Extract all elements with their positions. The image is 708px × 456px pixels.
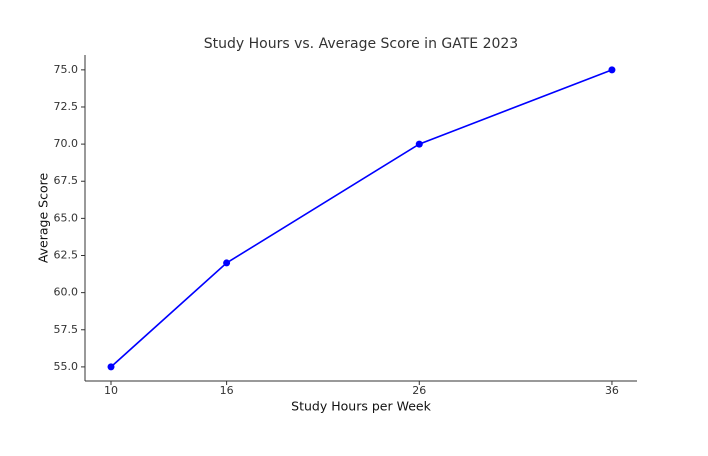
y-tick-label: 70.0 [54, 137, 79, 150]
y-tick-label: 67.5 [54, 174, 79, 187]
x-tick-label: 16 [220, 384, 234, 397]
y-tick-label: 57.5 [54, 323, 79, 336]
data-point [415, 140, 423, 148]
x-tick-label: 26 [412, 384, 426, 397]
y-tick-label: 62.5 [54, 249, 79, 262]
y-axis-label: Average Score [36, 173, 51, 264]
data-point [223, 259, 231, 267]
y-tick-label: 72.5 [54, 100, 79, 113]
y-tick-label: 60.0 [54, 286, 79, 299]
x-axis-label: Study Hours per Week [291, 399, 431, 414]
x-tick-label: 36 [605, 384, 619, 397]
data-point [107, 363, 115, 371]
y-tick-label: 65.0 [54, 211, 79, 224]
data-line [110, 69, 613, 368]
chart-title: Study Hours vs. Average Score in GATE 20… [204, 36, 518, 52]
y-tick-label: 75.0 [54, 63, 79, 76]
y-tick-label: 55.0 [54, 360, 79, 373]
data-point [608, 66, 616, 74]
x-tick-label: 10 [104, 384, 118, 397]
